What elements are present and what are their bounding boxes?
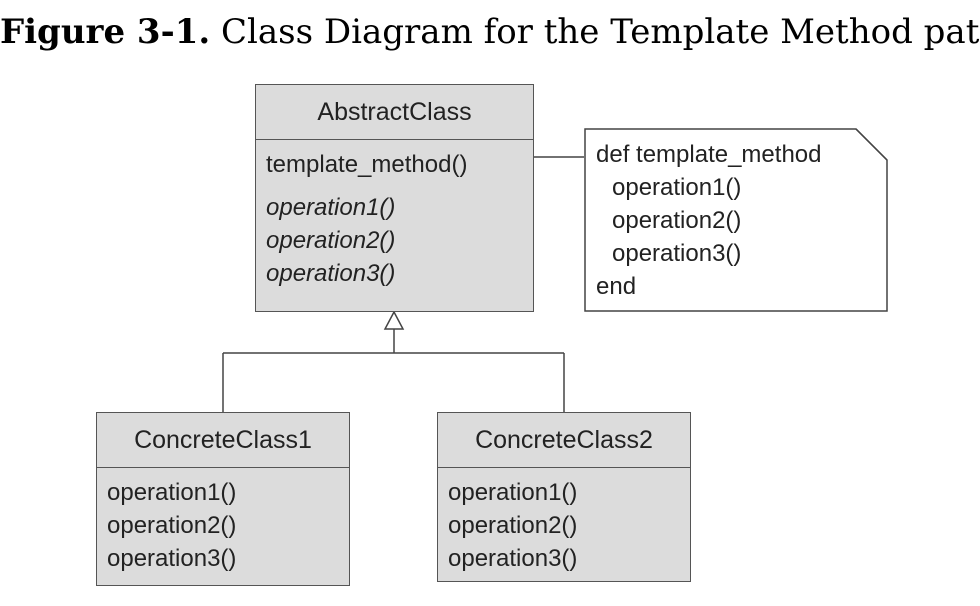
concrete-class-2-name: ConcreteClass2: [438, 413, 690, 468]
concrete-class-1-operation-2: operation2(): [107, 512, 237, 539]
template-method-note: def template_method operation1() operati…: [584, 128, 888, 312]
concrete-class-1-name: ConcreteClass1: [97, 413, 349, 468]
concrete-class-2-box: ConcreteClass2 operation1() operation2()…: [437, 412, 691, 582]
note-line-3: operation2(): [612, 207, 742, 234]
figure-number: Figure 3-1.: [0, 12, 211, 52]
concrete-class-1-operation-1: operation1(): [107, 479, 237, 506]
concrete-class-2-methods: operation1() operation2() operation3(): [438, 468, 690, 583]
abstract-class-methods: template_method() operation1() operation…: [256, 140, 533, 298]
abstract-operation-1: operation1(): [266, 194, 396, 221]
figure-caption: Figure 3-1. Class Diagram for the Templa…: [0, 12, 980, 52]
concrete-class-2-operation-1: operation1(): [448, 479, 578, 506]
note-code: def template_method operation1() operati…: [596, 138, 821, 303]
note-line-2: operation1(): [612, 174, 742, 201]
note-line-4: operation3(): [612, 240, 742, 267]
abstract-operation-2: operation2(): [266, 227, 396, 254]
concrete-class-1-box: ConcreteClass1 operation1() operation2()…: [96, 412, 350, 586]
concrete-class-2-operation-3: operation3(): [448, 545, 578, 572]
inheritance-arrowhead: [383, 310, 405, 330]
abstract-class-box: AbstractClass template_method() operatio…: [255, 84, 534, 312]
abstract-operation-3: operation3(): [266, 260, 396, 287]
abstract-class-name: AbstractClass: [256, 85, 533, 140]
template-method: template_method(): [266, 151, 468, 178]
concrete-class-2-operation-2: operation2(): [448, 512, 578, 539]
note-shape: [584, 128, 888, 312]
note-line-5: end: [596, 273, 637, 300]
note-line-1: def template_method: [596, 141, 822, 168]
concrete-class-1-operation-3: operation3(): [107, 545, 237, 572]
concrete-class-1-methods: operation1() operation2() operation3(): [97, 468, 349, 583]
figure-title: Class Diagram for the Template Method pa…: [221, 12, 980, 52]
